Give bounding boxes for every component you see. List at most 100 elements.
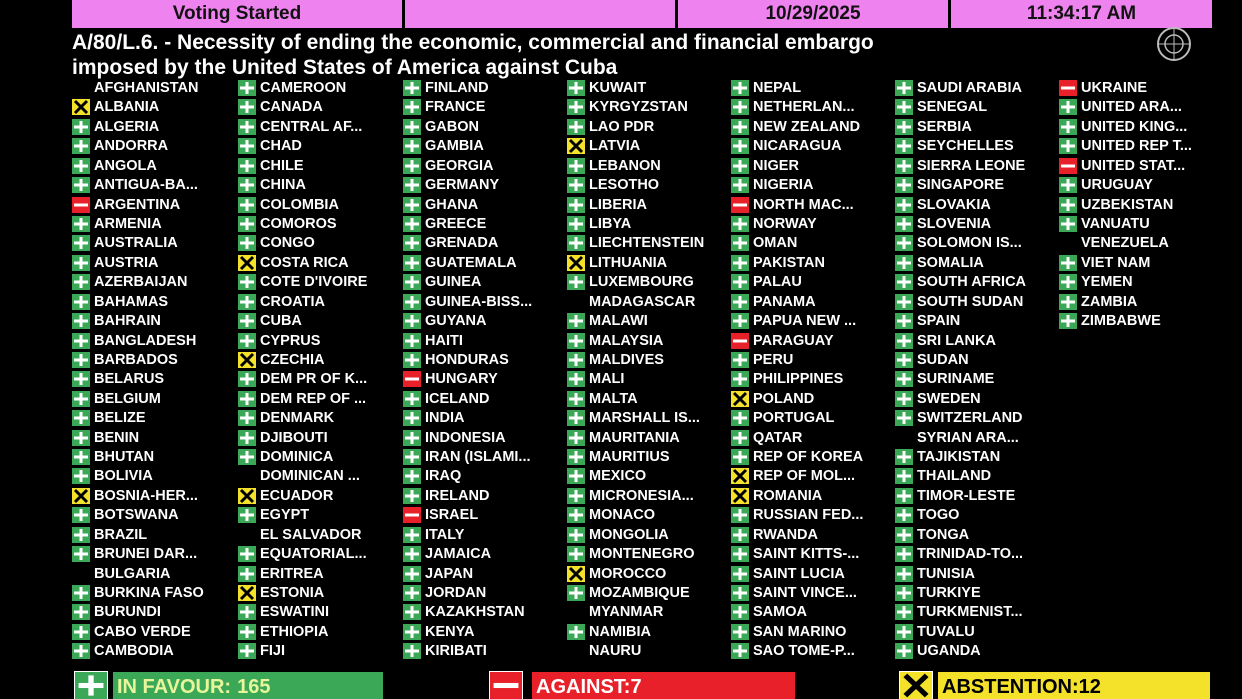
- country-name: KIRIBATI: [425, 643, 487, 660]
- vote-icon: [72, 274, 90, 291]
- vote-icon: [567, 546, 585, 563]
- country-name: MONGOLIA: [589, 526, 669, 543]
- country-name: DEM REP OF ...: [260, 390, 367, 407]
- country-name: CHILE: [260, 157, 304, 174]
- vote-icon: [74, 671, 108, 699]
- vote-icon: [567, 215, 585, 232]
- total-box: ABSTENTION:12: [899, 671, 1210, 699]
- total-count: 165: [237, 676, 271, 698]
- country-name: PORTUGAL: [753, 410, 835, 427]
- vote-icon: [403, 546, 421, 563]
- country-name: BELGIUM: [94, 390, 161, 407]
- vote-icon: [72, 410, 90, 427]
- vote-icon: [238, 177, 256, 194]
- vote-icon: [72, 177, 90, 194]
- country-name: PAKISTAN: [753, 254, 825, 271]
- vote-icon: [403, 138, 421, 155]
- vote-icon: [731, 274, 749, 291]
- vote-icon: [403, 235, 421, 252]
- total-label: ABSTENTION:: [942, 676, 1079, 698]
- country-name: IRELAND: [425, 487, 490, 504]
- vote-icon: [238, 410, 256, 427]
- country-name: BARBADOS: [94, 351, 178, 368]
- country-name: GHANA: [425, 196, 479, 213]
- vote-icon: [895, 468, 913, 485]
- vote-icon: [238, 584, 256, 601]
- vote-icon: [895, 546, 913, 563]
- vote-icon: [731, 429, 749, 446]
- vote-icon: [72, 332, 90, 349]
- country-name: TUVALU: [917, 623, 975, 640]
- country-name: MALI: [589, 371, 625, 388]
- country-name: UNITED ARA...: [1081, 99, 1182, 116]
- country-name: MADAGASCAR: [589, 293, 696, 310]
- vote-icon: [403, 80, 421, 96]
- vote-icon: [238, 157, 256, 174]
- total-count: 7: [630, 676, 642, 698]
- country-name: ERITREA: [260, 565, 324, 582]
- vote-icon: [238, 332, 256, 349]
- country-name: UNITED KING...: [1081, 118, 1188, 135]
- vote-icon: [403, 604, 421, 621]
- country-name: EGYPT: [260, 507, 310, 524]
- country-name: SUDAN: [917, 351, 969, 368]
- country-name: TRINIDAD-TO...: [917, 546, 1024, 563]
- country-name: ARMENIA: [94, 215, 162, 232]
- country-name: UKRAINE: [1081, 80, 1148, 96]
- country-name: SOMALIA: [917, 254, 984, 271]
- vote-icon: [731, 293, 749, 310]
- country-name: PHILIPPINES: [753, 371, 844, 388]
- country-name: EQUATORIAL...: [260, 546, 367, 563]
- vote-icon: [567, 623, 585, 640]
- country-name: ARGENTINA: [94, 196, 181, 213]
- vote-icon: [238, 390, 256, 407]
- country-name: QATAR: [753, 429, 803, 446]
- vote-icon: [1059, 99, 1077, 116]
- resolution-title: imposed by the United States of America …: [72, 56, 618, 79]
- country-name: LIBYA: [589, 215, 632, 232]
- country-name: CABO VERDE: [94, 623, 191, 640]
- vote-icon: [72, 118, 90, 135]
- country-name: MYANMAR: [589, 604, 664, 621]
- country-name: MOROCCO: [589, 565, 667, 582]
- vote-icon: [1059, 215, 1077, 232]
- country-name: BOSNIA-HER...: [94, 487, 198, 504]
- country-name: ZAMBIA: [1081, 293, 1138, 310]
- vote-icon: [567, 254, 585, 271]
- vote-icon: [1059, 80, 1077, 96]
- country-name: ALBANIA: [94, 99, 160, 116]
- country-name: LIECHTENSTEIN: [589, 235, 705, 252]
- country-name: GRENADA: [425, 235, 499, 252]
- country-name: AUSTRIA: [94, 254, 159, 271]
- country-name: DENMARK: [260, 410, 335, 427]
- total-label: IN FAVOUR:: [117, 676, 232, 698]
- vote-icon: [1059, 138, 1077, 155]
- country-name: GABON: [425, 118, 479, 135]
- country-name: CONGO: [260, 235, 315, 252]
- vote-icon: [895, 604, 913, 621]
- country-name: GUYANA: [425, 313, 487, 329]
- vote-icon: [895, 196, 913, 213]
- country-name: BELIZE: [94, 410, 146, 427]
- vote-icon: [731, 215, 749, 232]
- vote-icon: [72, 138, 90, 155]
- vote-icon: [895, 235, 913, 252]
- total-box: AGAINST:7: [489, 671, 795, 699]
- vote-icon: [403, 565, 421, 582]
- country-name: MAURITIUS: [589, 449, 670, 465]
- vote-icon: [72, 584, 90, 601]
- country-name: NEPAL: [753, 80, 802, 96]
- country-name: SIERRA LEONE: [917, 157, 1026, 174]
- country-name: DOMINICA: [260, 449, 334, 465]
- country-name: LAO PDR: [589, 118, 655, 135]
- vote-icon: [72, 643, 90, 660]
- country-name: REP OF MOL...: [753, 468, 856, 485]
- vote-icon: [403, 643, 421, 660]
- country-name: PANAMA: [753, 293, 816, 310]
- country-name: LESOTHO: [589, 177, 660, 194]
- vote-icon: [567, 468, 585, 485]
- country-name: PERU: [753, 351, 794, 368]
- vote-icon: [567, 429, 585, 446]
- country-name: TOGO: [917, 507, 960, 524]
- vote-icon: [1059, 177, 1077, 194]
